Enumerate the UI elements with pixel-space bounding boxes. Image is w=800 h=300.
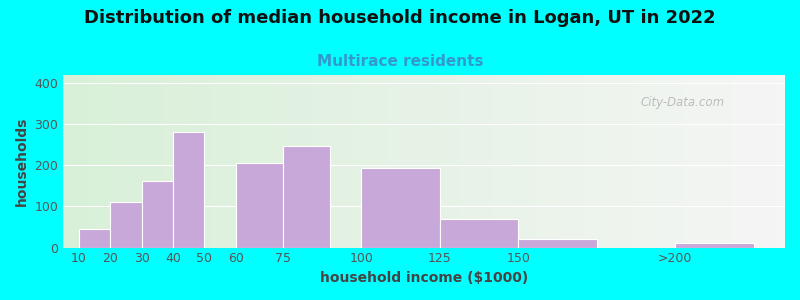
- Bar: [79, 229, 110, 248]
- Bar: [675, 243, 754, 248]
- Bar: [518, 239, 597, 247]
- X-axis label: household income ($1000): household income ($1000): [320, 271, 528, 285]
- Bar: [173, 132, 205, 247]
- Bar: [283, 146, 330, 248]
- Bar: [110, 202, 142, 248]
- Bar: [362, 168, 440, 248]
- Bar: [142, 181, 173, 248]
- Bar: [236, 163, 283, 248]
- Bar: [440, 219, 518, 247]
- Text: Multirace residents: Multirace residents: [317, 54, 483, 69]
- Y-axis label: households: households: [15, 117, 29, 206]
- Text: Distribution of median household income in Logan, UT in 2022: Distribution of median household income …: [84, 9, 716, 27]
- Text: City-Data.com: City-Data.com: [641, 96, 725, 109]
